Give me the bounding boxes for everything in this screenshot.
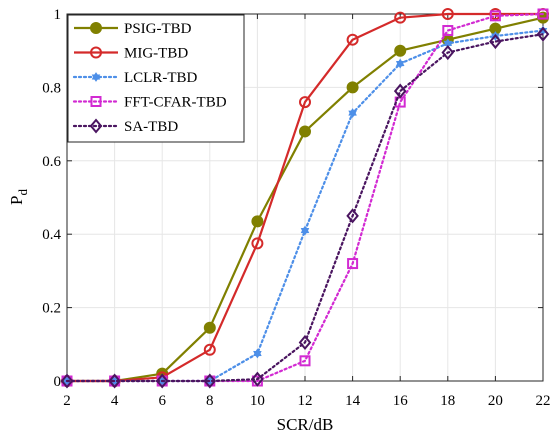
y-axis-title-subscript: d xyxy=(15,189,30,196)
data-point-sa-tbd xyxy=(155,373,169,389)
data-point-sa-tbd xyxy=(346,208,359,224)
legend-marker-sa-tbd xyxy=(89,118,103,134)
data-point-lclr-tbd xyxy=(253,348,262,359)
data-point-sa-tbd xyxy=(298,334,312,351)
legend-label-fft-cfar-tbd: FFT-CFAR-TBD xyxy=(124,95,227,111)
legend-item-psig-tbd: PSIG-TBD xyxy=(74,21,192,37)
data-point-fft-cfar-tbd xyxy=(347,258,359,270)
data-point-psig-tbd xyxy=(346,81,359,94)
x-tick-label: 10 xyxy=(250,393,265,409)
data-point-fft-cfar-tbd xyxy=(299,355,311,367)
data-point-lclr-tbd xyxy=(395,58,405,69)
legend-label-sa-tbd: SA-TBD xyxy=(124,119,178,135)
y-tick-label: 0.2 xyxy=(42,301,61,317)
y-tick-label: 0 xyxy=(54,374,62,390)
data-point-sa-tbd xyxy=(60,373,74,389)
x-tick-label: 8 xyxy=(206,393,214,409)
data-point-sa-tbd xyxy=(108,373,121,389)
legend-marker-psig-tbd xyxy=(90,22,102,34)
x-axis-title: SCR/dB xyxy=(277,415,334,434)
y-axis-ticks: 0 0.2 0.4 0.6 0.8 1 xyxy=(42,7,543,390)
data-point-mig-tbd xyxy=(251,237,264,250)
data-point-sa-tbd xyxy=(489,33,502,50)
data-point-mig-tbd xyxy=(394,11,407,24)
data-point-lclr-tbd xyxy=(348,108,357,119)
x-tick-label: 4 xyxy=(111,393,119,409)
data-point-psig-tbd xyxy=(251,215,264,228)
x-tick-label: 16 xyxy=(393,393,409,409)
legend-label-lclr-tbd: LCLR-TBD xyxy=(124,70,197,86)
data-point-psig-tbd xyxy=(203,321,216,334)
data-point-fft-cfar-tbd xyxy=(537,8,549,20)
x-tick-label: 2 xyxy=(63,393,71,409)
series-sa-tbd xyxy=(60,26,550,389)
legend-item-fft-cfar-tbd: FFT-CFAR-TBD xyxy=(72,95,227,111)
data-point-mig-tbd xyxy=(346,33,359,46)
y-axis-title-main: P xyxy=(7,196,26,205)
legend-item-mig-tbd: MIG-TBD xyxy=(74,46,188,62)
y-tick-label: 1 xyxy=(54,7,62,23)
legend-item-lclr-tbd: LCLR-TBD xyxy=(72,70,197,86)
x-tick-label: 20 xyxy=(488,393,503,409)
x-tick-label: 18 xyxy=(440,393,455,409)
data-point-mig-tbd xyxy=(441,8,454,20)
data-point-sa-tbd xyxy=(441,44,455,61)
data-point-fft-cfar-tbd xyxy=(489,10,501,22)
data-point-sa-tbd xyxy=(393,83,407,99)
legend-label-mig-tbd: MIG-TBD xyxy=(124,46,188,62)
data-point-fft-cfar-tbd xyxy=(442,25,454,37)
x-tick-label: 22 xyxy=(536,393,550,409)
data-point-sa-tbd xyxy=(536,26,550,42)
x-tick-label: 14 xyxy=(345,393,361,409)
y-axis-title: Pd xyxy=(7,189,30,205)
legend: PSIG-TBD MIG-TBD LCLR-TBD FFT-CFAR-TBD SA-TB… xyxy=(67,14,245,143)
series-layer xyxy=(60,8,550,389)
y-tick-label: 0.4 xyxy=(42,227,61,243)
data-point-lclr-tbd xyxy=(300,225,310,236)
y-tick-label: 0.8 xyxy=(42,80,61,96)
legend-marker-fft-cfar-tbd xyxy=(90,96,102,107)
series-line-sa-tbd xyxy=(65,33,545,383)
legend-label-psig-tbd: PSIG-TBD xyxy=(124,21,192,37)
data-point-mig-tbd xyxy=(299,96,311,109)
legend-marker-mig-tbd xyxy=(90,46,102,59)
data-point-psig-tbd xyxy=(299,125,311,138)
data-point-sa-tbd xyxy=(203,373,217,389)
legend-marker-lclr-tbd xyxy=(91,72,101,82)
data-point-mig-tbd xyxy=(203,343,216,356)
x-tick-label: 6 xyxy=(158,393,166,409)
x-tick-label: 12 xyxy=(298,393,313,409)
legend-item-sa-tbd: SA-TBD xyxy=(72,118,178,135)
y-tick-label: 0.6 xyxy=(42,154,61,170)
data-point-psig-tbd xyxy=(394,44,407,57)
data-point-sa-tbd xyxy=(251,371,264,387)
series-line-mig-tbd xyxy=(67,12,543,383)
